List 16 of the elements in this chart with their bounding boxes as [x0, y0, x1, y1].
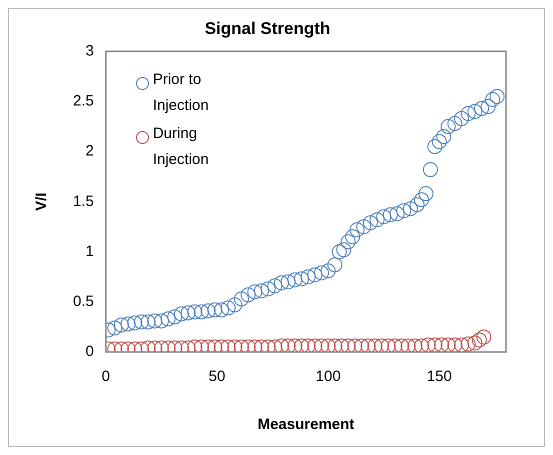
legend-label: Prior to Injection	[152, 70, 210, 116]
y-tick-label: 0	[86, 343, 94, 360]
x-tick-label: 150	[426, 368, 452, 386]
legend-label: During Injection	[152, 124, 210, 170]
y-tick-label: 1	[86, 242, 94, 260]
y-tick-label: 3	[86, 42, 94, 60]
chart-title: Signal Strength	[204, 18, 330, 38]
y-axis-title: V/I	[33, 192, 50, 211]
x-tick-label: 50	[208, 368, 226, 386]
x-axis-title: Measurement	[258, 416, 354, 434]
y-tick-label: 1.5	[72, 192, 94, 210]
y-tick-label: 0.5	[72, 293, 94, 310]
x-tick-label: 0	[102, 368, 110, 386]
y-tick-label: 2	[86, 142, 94, 160]
y-tick-label: 2.5	[72, 92, 94, 110]
x-tick-label: 100	[316, 368, 341, 386]
